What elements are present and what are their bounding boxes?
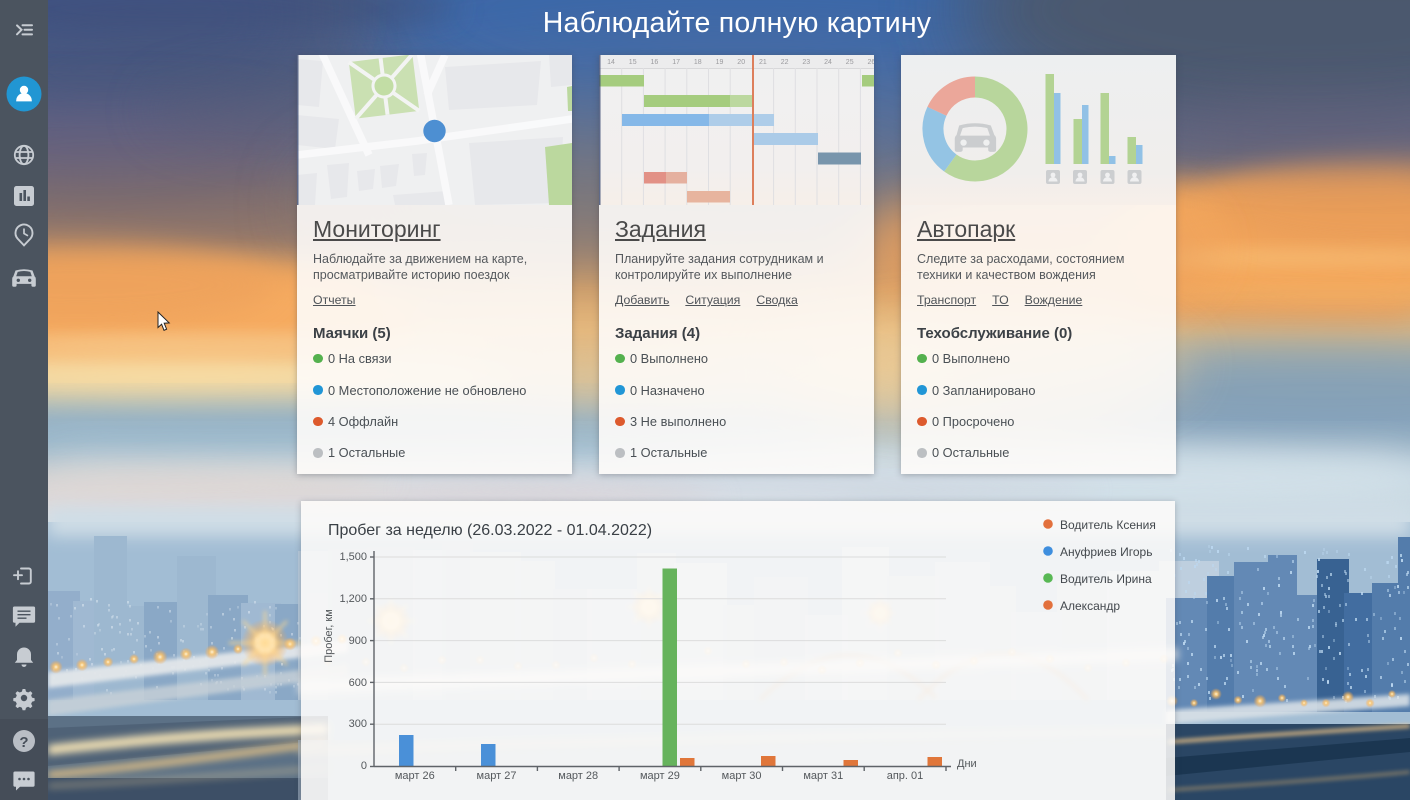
svg-text:0: 0	[361, 760, 367, 772]
svg-text:март 31: март 31	[803, 770, 843, 782]
svg-text:15: 15	[629, 59, 637, 66]
svg-text:300: 300	[349, 718, 367, 730]
svg-text:20: 20	[737, 59, 745, 66]
svg-text:Дни: Дни	[957, 758, 977, 770]
svg-text:24: 24	[824, 59, 832, 66]
svg-text:1,500: 1,500	[339, 551, 367, 563]
svg-text:Водитель Ксения: Водитель Ксения	[1060, 518, 1156, 532]
svg-text:Ануфриев Игорь: Ануфриев Игорь	[1060, 545, 1152, 559]
svg-text:16: 16	[651, 59, 659, 66]
svg-text:14: 14	[607, 59, 615, 66]
svg-text:25: 25	[846, 59, 854, 66]
svg-text:600: 600	[349, 677, 367, 689]
svg-text:Александр: Александр	[1060, 599, 1120, 613]
svg-text:17: 17	[672, 59, 680, 66]
svg-text:март 26: март 26	[395, 770, 435, 782]
svg-text:Водитель Ирина: Водитель Ирина	[1060, 572, 1152, 586]
svg-text:900: 900	[349, 635, 367, 647]
svg-text:22: 22	[781, 59, 789, 66]
svg-text:Пробег, км: Пробег, км	[323, 609, 335, 663]
svg-text:18: 18	[694, 59, 702, 66]
svg-text:март 28: март 28	[558, 770, 598, 782]
svg-text:23: 23	[802, 59, 810, 66]
svg-text:26: 26	[868, 59, 874, 66]
svg-text:март 29: март 29	[640, 770, 680, 782]
svg-text:?: ?	[19, 734, 28, 751]
svg-text:март 27: март 27	[477, 770, 517, 782]
svg-text:март 30: март 30	[722, 770, 762, 782]
svg-text:19: 19	[716, 59, 724, 66]
svg-text:Пробег за неделю (26.03.2022 -: Пробег за неделю (26.03.2022 - 01.04.202…	[328, 522, 652, 539]
svg-text:21: 21	[759, 59, 767, 66]
svg-text:апр. 01: апр. 01	[887, 770, 924, 782]
svg-text:1,200: 1,200	[339, 593, 367, 605]
